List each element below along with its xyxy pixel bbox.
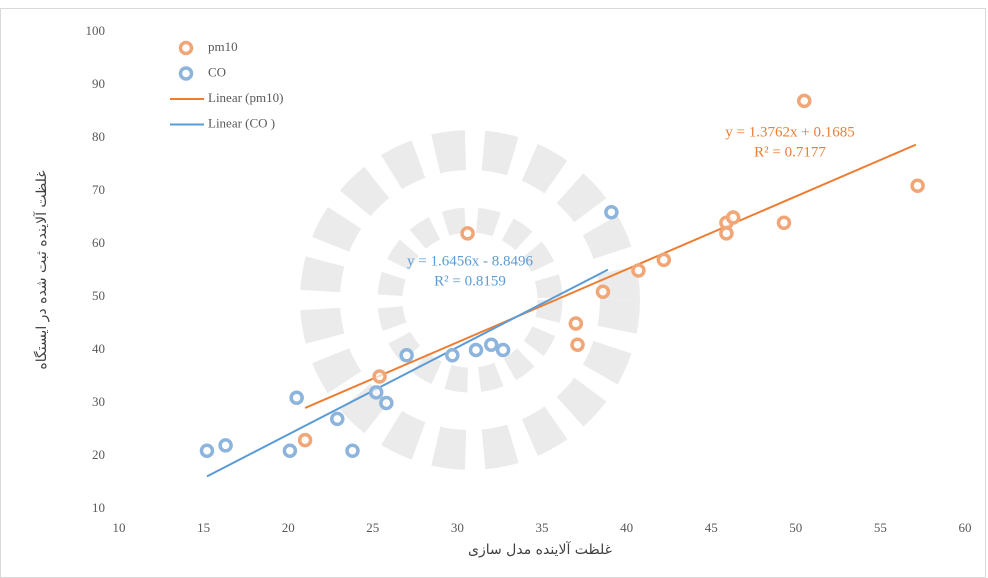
- data-point: [570, 337, 585, 352]
- y-tick-label: 90: [92, 76, 105, 91]
- y-tick-label: 10: [92, 500, 105, 515]
- data-point: [725, 210, 741, 225]
- y-tick-label: 100: [86, 23, 106, 38]
- chart-frame: [0, 8, 986, 578]
- data-point: [719, 226, 734, 241]
- x-tick-label: 15: [197, 520, 210, 535]
- data-point: [368, 385, 384, 400]
- data-point: [289, 390, 304, 405]
- data-point: [297, 432, 313, 448]
- data-point: [604, 204, 619, 220]
- data-point: [656, 252, 672, 268]
- x-tick-label: 25: [366, 520, 379, 535]
- x-tick-label: 50: [789, 520, 802, 535]
- legend-marker: [178, 40, 194, 56]
- x-tick-label: 35: [536, 520, 549, 535]
- y-tick-label: 60: [92, 235, 105, 250]
- x-tick-label: 10: [113, 520, 126, 535]
- data-point: [399, 348, 414, 363]
- trend-equation: y = 1.3762x + 0.1685: [725, 124, 854, 140]
- trendline: [304, 143, 917, 409]
- data-point: [483, 337, 499, 352]
- data-point: [797, 93, 812, 109]
- data-point: [199, 443, 215, 458]
- legend-label: Linear (pm10): [208, 90, 283, 105]
- y-tick-label: 80: [92, 129, 105, 144]
- y-axis-title: غلظت آلاینده ثبت شده در ایستگاه: [33, 170, 50, 369]
- legend-label: CO: [208, 64, 226, 79]
- data-point: [330, 411, 345, 427]
- data-point: [218, 438, 233, 453]
- data-point: [568, 316, 584, 331]
- x-tick-label: 60: [959, 520, 972, 535]
- legend-label: pm10: [208, 39, 238, 54]
- trend-equation: y = 1.6456x - 8.8496: [407, 253, 533, 269]
- data-point: [345, 443, 360, 458]
- data-point: [445, 348, 460, 363]
- data-point: [468, 342, 484, 358]
- x-tick-label: 40: [620, 520, 633, 535]
- data-point: [282, 443, 298, 458]
- x-tick-label: 20: [282, 520, 295, 535]
- data-point: [460, 226, 475, 241]
- trendline: [206, 268, 609, 478]
- legend-marker: [178, 66, 194, 81]
- data-point: [910, 178, 925, 193]
- x-axis-title: غلظت آلاینده مدل سازی: [468, 541, 612, 558]
- y-tick-label: 30: [92, 394, 105, 409]
- legend-label: Linear (CO ): [208, 115, 275, 130]
- data-point: [372, 369, 387, 384]
- x-tick-label: 45: [705, 520, 718, 535]
- data-point: [631, 263, 646, 278]
- trend-r2: R² = 0.8159: [434, 273, 506, 289]
- data-point: [495, 342, 511, 358]
- y-tick-label: 40: [92, 341, 105, 356]
- y-tick-label: 70: [92, 182, 105, 197]
- trend-r2: R² = 0.7177: [754, 144, 826, 160]
- watermark: [300, 130, 640, 470]
- x-tick-label: 30: [451, 520, 464, 535]
- data-point: [595, 284, 611, 299]
- data-point: [379, 395, 394, 411]
- y-tick-label: 50: [92, 288, 105, 303]
- data-point: [776, 215, 792, 231]
- x-tick-label: 55: [874, 520, 887, 535]
- y-tick-label: 20: [92, 447, 105, 462]
